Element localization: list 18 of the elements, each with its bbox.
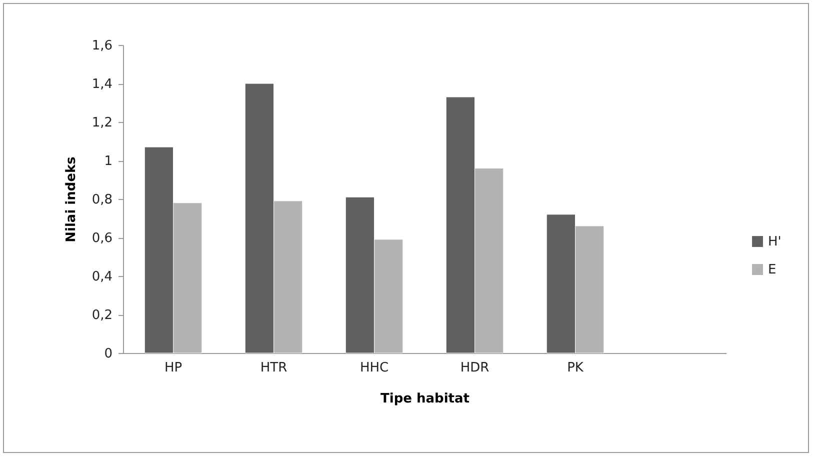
legend-label: H' bbox=[768, 234, 782, 250]
legend-label: E bbox=[768, 262, 776, 278]
y-tick-label: 0,4 bbox=[92, 270, 112, 284]
y-tick-label: 1,4 bbox=[92, 77, 112, 92]
y-tick-label: 0,2 bbox=[92, 308, 112, 323]
x-tick-label: HHC bbox=[360, 360, 389, 376]
x-tick-label: HDR bbox=[460, 360, 490, 376]
x-axis-title: Tipe habitat bbox=[380, 392, 470, 406]
y-tick-label: 1,2 bbox=[92, 116, 112, 130]
y-tick-label: 0,8 bbox=[92, 192, 112, 208]
x-tick-label: HTR bbox=[260, 360, 288, 376]
y-tick-label: 1 bbox=[104, 154, 112, 169]
y-tick-label: 0,6 bbox=[92, 231, 112, 246]
y-tick-label: 1,6 bbox=[92, 38, 112, 54]
y-tick-label: 0 bbox=[104, 346, 112, 362]
y-axis-title: Nilai indeks bbox=[64, 156, 79, 242]
x-tick-label: PK bbox=[567, 360, 584, 376]
x-tick-label: HP bbox=[164, 360, 182, 376]
